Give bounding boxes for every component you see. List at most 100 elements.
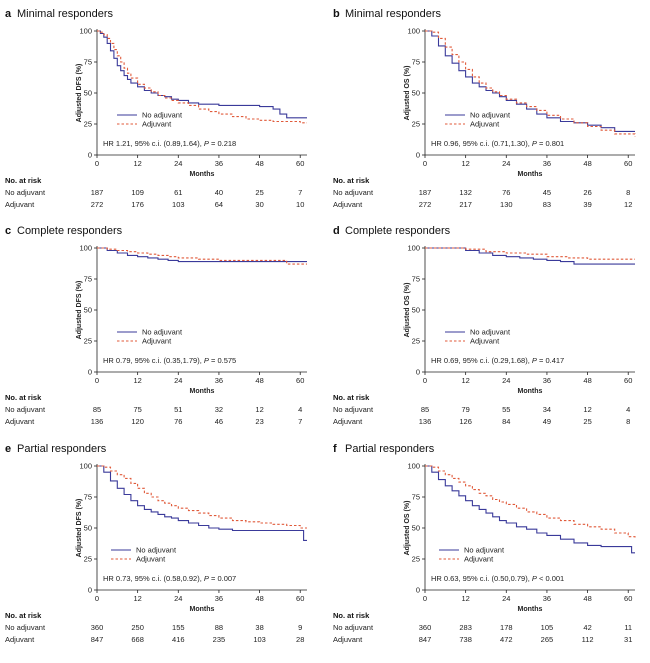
x-tick-label: 60 — [624, 159, 632, 168]
x-axis-label: Months — [518, 606, 543, 613]
x-tick-label: 36 — [215, 159, 223, 168]
risk-value: 109 — [131, 188, 144, 197]
panel-letter: a — [5, 8, 12, 20]
x-tick-label: 24 — [502, 594, 510, 603]
y-tick-label: 0 — [416, 368, 420, 377]
x-tick-label: 24 — [174, 376, 182, 385]
risk-value: 103 — [172, 200, 185, 209]
risk-value: 61 — [174, 188, 182, 197]
x-tick-label: 12 — [461, 376, 469, 385]
risk-value: 187 — [419, 188, 432, 197]
y-tick-label: 50 — [412, 306, 420, 315]
x-tick-label: 48 — [255, 159, 263, 168]
hazard-ratio-annotation: HR 0.73, 95% c.i. (0.58,0.92), P = 0.007 — [103, 574, 236, 583]
panel-title: Minimal responders — [17, 8, 113, 20]
risk-value: 105 — [541, 623, 554, 632]
risk-value: 76 — [174, 417, 182, 426]
risk-value: 217 — [459, 200, 472, 209]
risk-value: 250 — [131, 623, 144, 632]
risk-row-label: No adjuvant — [333, 405, 374, 414]
risk-value: 7 — [298, 417, 302, 426]
panel-letter: e — [5, 443, 11, 455]
x-tick-label: 0 — [423, 159, 427, 168]
y-tick-label: 75 — [412, 493, 420, 502]
risk-value: 360 — [419, 623, 432, 632]
risk-value: 9 — [298, 623, 302, 632]
legend-label: Adjuvant — [470, 120, 500, 129]
km-chart-e: e Partial responders 0 25 50 75 100 0 12 24 36 48 60… — [5, 443, 307, 644]
risk-value: 40 — [215, 188, 223, 197]
x-tick-label: 60 — [624, 594, 632, 603]
risk-value: 472 — [500, 635, 513, 644]
x-axis-label: Months — [518, 171, 543, 178]
km-curve-no-adjuvant — [97, 465, 307, 541]
risk-value: 55 — [502, 405, 510, 414]
hazard-ratio-annotation: HR 0.96, 95% c.i. (0.71,1.30), P = 0.801 — [431, 139, 564, 148]
x-tick-label: 12 — [461, 159, 469, 168]
panel-a: a Minimal responders 0 25 50 75 100 0 12 24 36 48 60… — [5, 5, 310, 215]
risk-value: 132 — [459, 188, 472, 197]
risk-value: 75 — [133, 405, 141, 414]
risk-value: 103 — [253, 635, 266, 644]
hr-text: HR 1.21, 95% c.i. (0.89,1.64), — [103, 139, 204, 148]
risk-value: 360 — [91, 623, 104, 632]
risk-value: 46 — [215, 417, 223, 426]
risk-value: 12 — [583, 405, 591, 414]
panel-letter: b — [333, 8, 340, 20]
x-tick-label: 48 — [255, 376, 263, 385]
km-chart-f: f Partial responders 0 25 50 75 100 0 12 24 36 48 60… — [333, 443, 636, 644]
risk-value: 88 — [215, 623, 223, 632]
km-curve-no-adjuvant — [425, 30, 635, 132]
risk-value: 76 — [502, 188, 510, 197]
y-tick-label: 75 — [84, 275, 92, 284]
risk-value: 235 — [213, 635, 226, 644]
risk-row-label: Adjuvant — [5, 635, 35, 644]
panel-letter: d — [333, 225, 340, 237]
risk-row-label: Adjuvant — [333, 635, 363, 644]
y-tick-label: 50 — [84, 306, 92, 315]
panel-letter: f — [333, 443, 337, 455]
risk-value: 49 — [543, 417, 551, 426]
risk-value: 30 — [255, 200, 263, 209]
y-tick-label: 75 — [84, 58, 92, 67]
y-tick-label: 100 — [407, 462, 420, 471]
panel-title: Complete responders — [345, 225, 451, 237]
risk-value: 120 — [131, 417, 144, 426]
x-tick-label: 60 — [296, 376, 304, 385]
y-tick-label: 50 — [412, 524, 420, 533]
risk-value: 34 — [543, 405, 551, 414]
y-tick-label: 0 — [88, 586, 92, 595]
km-curve-no-adjuvant — [425, 247, 635, 265]
legend-label: Adjuvant — [142, 120, 172, 129]
risk-value: 8 — [626, 417, 630, 426]
panel-e: e Partial responders 0 25 50 75 100 0 12 24 36 48 60… — [5, 440, 310, 650]
km-chart-c: c Complete responders 0 25 50 75 100 0 12 24 36 48 6… — [5, 225, 307, 426]
y-tick-label: 25 — [84, 337, 92, 346]
x-tick-label: 12 — [133, 159, 141, 168]
x-axis-label: Months — [518, 388, 543, 395]
y-tick-label: 100 — [407, 244, 420, 253]
y-tick-label: 100 — [407, 27, 420, 36]
x-tick-label: 12 — [461, 594, 469, 603]
panel-letter: c — [5, 225, 11, 237]
risk-value: 178 — [500, 623, 513, 632]
legend-label: Adjuvant — [142, 337, 172, 346]
risk-value: 39 — [583, 200, 591, 209]
y-tick-label: 25 — [412, 337, 420, 346]
risk-value: 84 — [502, 417, 510, 426]
y-tick-label: 75 — [84, 493, 92, 502]
risk-value: 25 — [255, 188, 263, 197]
risk-value: 112 — [582, 635, 594, 644]
p-symbol: P — [204, 356, 209, 365]
km-curve-adjuvant — [425, 247, 635, 260]
x-tick-label: 24 — [174, 159, 182, 168]
hazard-ratio-annotation: HR 0.69, 95% c.i. (0.29,1.68), P = 0.417 — [431, 356, 564, 365]
x-tick-label: 24 — [174, 594, 182, 603]
risk-row-label: Adjuvant — [5, 200, 35, 209]
risk-value: 668 — [131, 635, 144, 644]
y-tick-label: 25 — [84, 555, 92, 564]
y-tick-label: 75 — [412, 275, 420, 284]
hr-text: HR 0.79, 95% c.i. (0.35,1.79), — [103, 356, 204, 365]
km-curve-adjuvant — [97, 247, 307, 265]
x-tick-label: 36 — [543, 376, 551, 385]
